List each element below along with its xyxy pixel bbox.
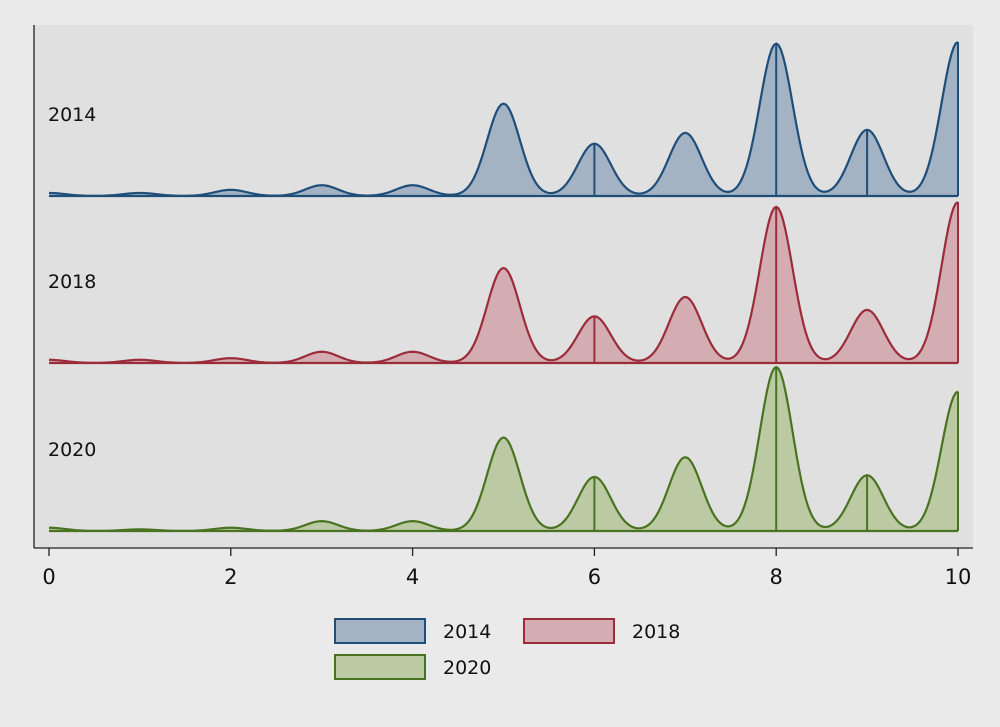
ridge-area-2018 [49,202,958,363]
ridges-group [48,41,959,533]
legend-label-2014: 2014 [443,621,491,643]
legend-item-2020: 2020 [334,654,491,680]
x-tick-label-10: 10 [945,565,972,589]
ridge-line-2014 [48,41,959,197]
row-label-2018: 2018 [48,271,96,293]
ridge-2020 [48,365,959,533]
x-tick-label-0: 0 [42,565,55,589]
ridge-area-2014 [49,42,958,196]
ridge-2014 [48,41,959,198]
legend-label-2018: 2018 [632,621,680,643]
ridge-2018 [48,201,959,365]
ridge-area-2020 [49,367,958,531]
legend-label-2020: 2020 [443,657,491,679]
legend: 2014 2018 2020 [334,618,680,680]
legend-item-2018: 2018 [523,618,680,644]
legend-swatch-2014 [334,618,426,644]
row-label-2020: 2020 [48,439,96,461]
x-tick-label-4: 4 [406,565,419,589]
row-label-2014: 2014 [48,104,96,126]
row-labels-group: 2014 2018 2020 [48,104,96,461]
x-tick-label-2: 2 [224,565,237,589]
x-tick-label-6: 6 [588,565,601,589]
legend-swatch-2020 [334,654,426,680]
axes-group: 0 2 4 6 8 10 [33,25,973,589]
x-tick-label-8: 8 [770,565,783,589]
legend-swatch-2018 [523,618,615,644]
legend-item-2014: 2014 [334,618,491,644]
